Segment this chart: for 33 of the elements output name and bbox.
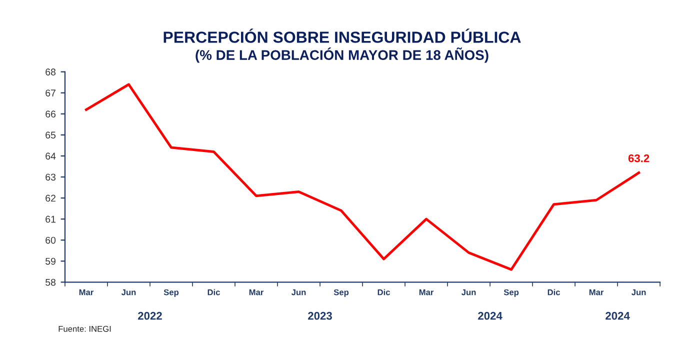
text: 2023: [308, 312, 332, 320]
x-tick-label: Mar: [249, 289, 264, 296]
x-tick-label: Mar: [79, 289, 94, 296]
y-tick-label: 68: [46, 68, 56, 76]
y-tick-label: 67: [46, 90, 56, 96]
x-tick-label: Dic: [548, 289, 560, 296]
text: 2024: [606, 312, 630, 320]
x-tick-label: Jun: [121, 289, 136, 296]
y-tick-label: 58: [46, 278, 56, 286]
source-note: Fuente: INEGI: [58, 326, 111, 332]
chart-title: PERCEPCIÓN SOBRE INSEGURIDAD PÚBLICA: [164, 28, 521, 43]
x-tick-label: Mar: [419, 289, 434, 296]
x-tick-label: Jun: [291, 289, 306, 296]
y-tick-label: 62: [46, 194, 56, 202]
text: 2024: [478, 312, 502, 320]
x-tick-label: Dic: [208, 289, 220, 296]
x-tick-label: Jun: [632, 289, 646, 296]
x-tick-label: Mar: [589, 289, 604, 296]
y-tick-label: 61: [46, 216, 56, 223]
data-label: 63.2: [628, 154, 650, 162]
y-tick-label: 65: [46, 132, 56, 139]
y-tick-label: 64: [46, 152, 56, 160]
x-tick-label: Dic: [378, 289, 390, 296]
y-tick-label: 59: [46, 258, 56, 265]
y-tick-label: 63: [46, 174, 56, 181]
y-tick-label: 66: [46, 110, 56, 118]
x-tick-label: Jun: [462, 289, 476, 296]
x-tick-label: Sep: [164, 289, 179, 297]
text: 2022: [138, 312, 162, 320]
chart-subtitle: (% DE LA POBLACIÓN MAYOR DE 18 AÑOS): [196, 47, 488, 63]
x-tick-label: Sep: [334, 289, 349, 297]
y-tick-label: 60: [46, 236, 56, 244]
x-tick-label: Sep: [504, 289, 519, 297]
